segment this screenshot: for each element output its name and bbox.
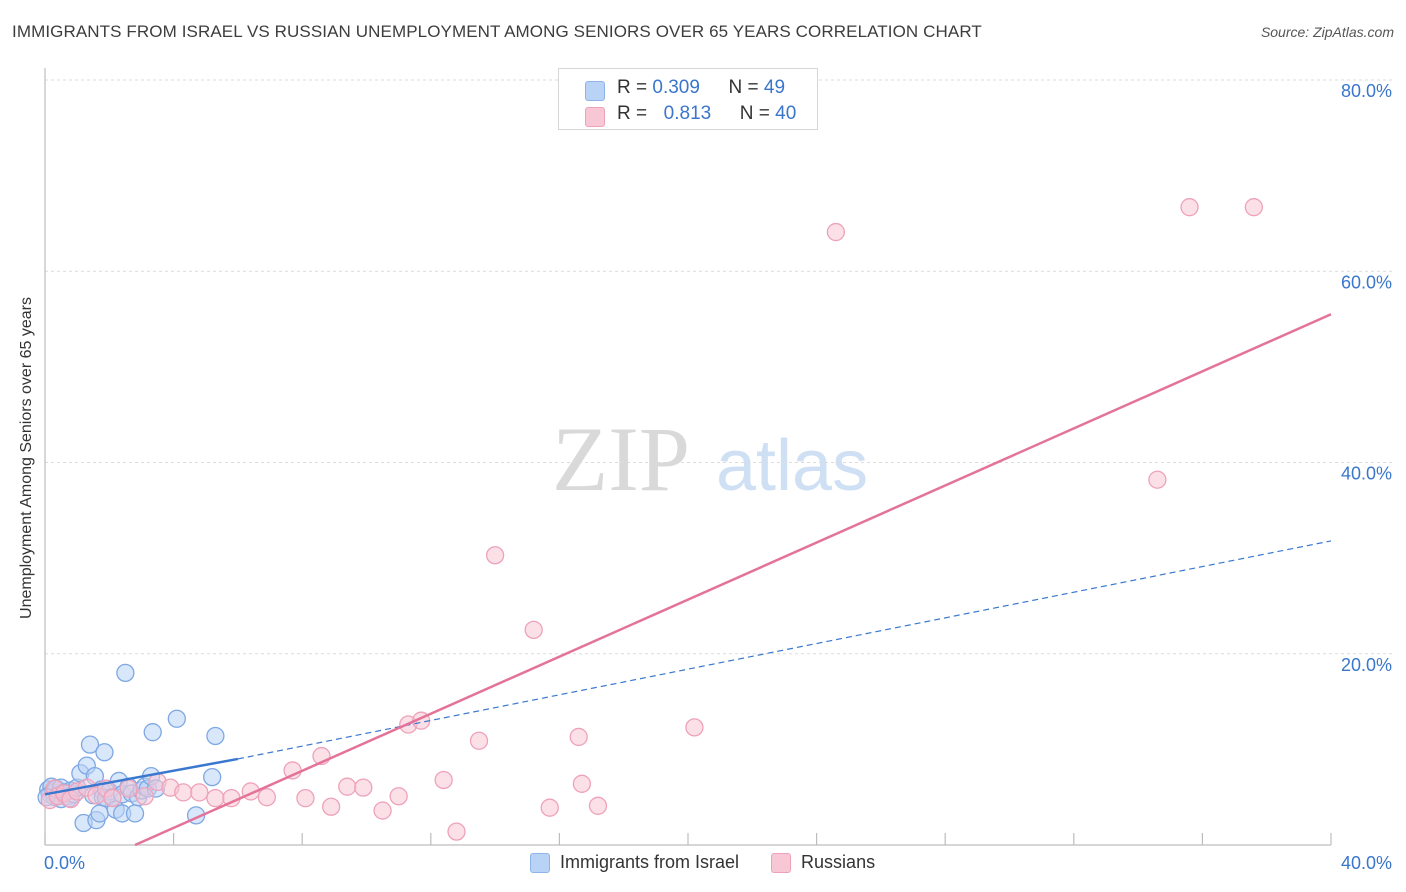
russians-point [588, 796, 608, 815]
russians-point [190, 783, 209, 802]
russians-point [389, 787, 408, 806]
israel-point [125, 804, 145, 823]
y-tick-label: 40.0% [1341, 464, 1392, 484]
russians-point [174, 783, 193, 802]
israel-trend-line [44, 757, 239, 796]
x-tick-label: 40.0% [1341, 853, 1392, 873]
russians-point [135, 787, 154, 806]
russians-point [338, 777, 357, 796]
russians-point [296, 788, 315, 808]
israel-point [95, 743, 114, 762]
russians-r-value: 0.813 [663, 103, 712, 124]
russians-point [354, 778, 373, 797]
watermark: ZIP atlas [552, 408, 868, 510]
russians-point [206, 788, 225, 808]
y-tick-label: 20.0% [1341, 655, 1392, 675]
israel-point [90, 804, 109, 823]
russians-n-label: N = [739, 103, 770, 124]
israel-n-label: N = [728, 77, 759, 98]
russians-point [469, 731, 489, 750]
israel-point [167, 709, 186, 728]
russians-point [103, 788, 122, 808]
russians-point [257, 788, 276, 807]
legend-swatch-russians [771, 852, 792, 873]
russians-point [826, 222, 846, 242]
legend-swatch-israel [530, 852, 550, 873]
gridlines [45, 79, 1392, 655]
israel-point [206, 726, 225, 746]
legend-item-israel[interactable]: Immigrants from Israel [530, 852, 739, 873]
israel-swatch [585, 81, 605, 101]
russians-points [40, 198, 1263, 841]
israel-r-value: 0.309 [652, 77, 700, 98]
russians-point [569, 727, 588, 747]
stats-legend: R = 0.309 N = 49 R = 0.813 N = 40 [558, 68, 818, 130]
russians-r-label: R = [617, 103, 648, 124]
tick-labels: 20.0% 40.0% 60.0% 80.0% 0.0% 40.0% [44, 81, 1392, 873]
israel-point [116, 663, 135, 683]
x-tick-label: 0.0% [44, 853, 85, 873]
russians-point [119, 779, 138, 798]
israel-point [203, 767, 222, 787]
y-axis-label: Unemployment Among Seniors over 65 years [18, 297, 35, 619]
russians-point [1180, 198, 1199, 217]
russians-swatch [585, 107, 605, 127]
russians-point [1148, 470, 1167, 489]
israel-r-label: R = [617, 77, 648, 98]
axes [44, 68, 1332, 846]
russians-point [373, 801, 392, 820]
russians-point [485, 546, 505, 565]
watermark-zip: ZIP [552, 408, 690, 510]
russians-point [321, 797, 341, 816]
chart-title: IMMIGRANTS FROM ISRAEL VS RUSSIAN UNEMPL… [12, 22, 982, 41]
trend-lines [44, 313, 1332, 847]
israel-point [80, 735, 100, 754]
israel-trend-extension [237, 540, 1332, 760]
russians-trend-line [134, 313, 1332, 847]
legend-item-russians[interactable]: Russians [771, 852, 875, 873]
legend-label-russians: Russians [801, 852, 876, 872]
y-tick-label: 60.0% [1341, 272, 1392, 292]
bottom-legend: Immigrants from Israel Russians [530, 852, 907, 873]
legend-label-israel: Immigrants from Israel [560, 852, 740, 872]
russians-point [685, 718, 704, 737]
russians-point [572, 774, 592, 793]
russians-n-value: 40 [775, 103, 797, 124]
watermark-atlas: atlas [716, 426, 868, 506]
russians-point [447, 822, 466, 841]
source-label: Source: ZipAtlas.com [1260, 24, 1394, 40]
y-tick-label: 80.0% [1341, 81, 1392, 101]
israel-n-value: 49 [763, 77, 786, 98]
russians-point [1244, 198, 1263, 217]
russians-point [540, 798, 559, 817]
israel-point [143, 723, 162, 742]
russians-point [524, 620, 543, 639]
russians-point [434, 770, 453, 790]
